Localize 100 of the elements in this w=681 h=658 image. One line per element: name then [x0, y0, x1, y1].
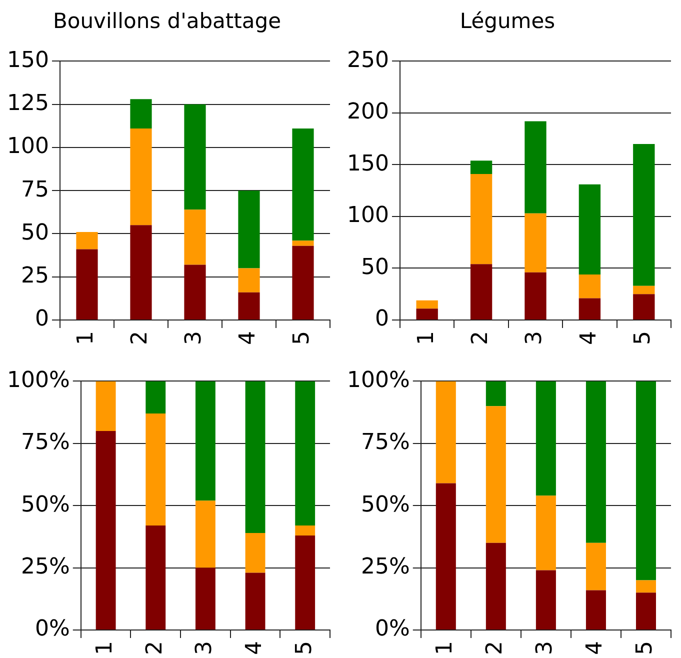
y-tick-label: 100% [346, 368, 410, 393]
bar [524, 121, 546, 214]
bar [586, 590, 606, 630]
bar [130, 128, 152, 226]
x-tick-label: 2 [128, 331, 153, 346]
x-tick-label: 3 [182, 331, 207, 346]
bar [245, 532, 266, 573]
x-tick-label: 4 [242, 641, 267, 656]
x-tick-label: 5 [292, 641, 317, 656]
bar [295, 535, 316, 630]
y-tick-label: 75% [360, 430, 410, 456]
bar [195, 568, 216, 630]
y-tick-label: 0% [34, 616, 70, 642]
y-tick-label: 125 [6, 91, 49, 116]
y-tick-label: 0 [34, 306, 49, 332]
bar [486, 381, 506, 406]
bar [238, 292, 260, 320]
bar [578, 298, 601, 320]
bar [486, 542, 506, 630]
bar [470, 264, 492, 320]
x-tick-label: 3 [522, 331, 548, 346]
bar [586, 542, 606, 590]
bar [292, 246, 314, 320]
bar [578, 184, 601, 274]
chart-title: Légumes [460, 9, 556, 34]
x-tick-label: 5 [632, 641, 658, 656]
y-tick-label: 100 [6, 134, 49, 160]
chart-title: Bouvillons d'abattage [52, 9, 282, 34]
x-tick-label: 4 [582, 641, 608, 656]
bar [536, 570, 556, 630]
bar [76, 249, 98, 320]
x-tick-label: 1 [414, 331, 439, 346]
bar [245, 572, 266, 630]
x-tick-label: 3 [532, 641, 558, 656]
bar [184, 210, 206, 265]
y-tick-label: 25 [20, 264, 49, 289]
y-tick-label: 50% [20, 492, 70, 518]
y-tick-label: 200 [346, 100, 389, 125]
bar [184, 264, 206, 320]
bar [292, 128, 314, 241]
y-tick-label: 0 [374, 306, 389, 332]
y-tick-label: 150 [346, 151, 389, 176]
bar [636, 381, 656, 580]
bar [436, 483, 456, 630]
y-tick-label: 0% [374, 616, 410, 642]
y-tick-label: 75 [20, 177, 49, 202]
bar [130, 99, 152, 128]
bar [636, 592, 656, 630]
bar [146, 414, 166, 526]
x-tick-label: 5 [630, 331, 656, 346]
bar [586, 381, 606, 543]
bar [416, 308, 438, 320]
y-tick-label: 25% [360, 554, 410, 580]
bar [536, 496, 556, 570]
bar [536, 381, 556, 496]
x-tick-label: 2 [482, 641, 508, 656]
bar [96, 430, 116, 630]
y-tick-label: 25% [20, 554, 70, 580]
bar [633, 286, 655, 294]
bar [238, 268, 260, 292]
y-tick-label: 150 [6, 48, 49, 73]
y-tick-label: 50 [360, 254, 389, 280]
bar [292, 240, 314, 246]
bar [146, 381, 166, 414]
x-tick-label: 4 [576, 331, 602, 346]
bar [238, 190, 260, 268]
x-tick-label: 1 [92, 641, 118, 656]
y-tick-label: 50 [20, 220, 49, 246]
bar [195, 500, 216, 568]
bar [130, 225, 152, 320]
bar [633, 144, 655, 286]
bar [470, 174, 492, 264]
bar [524, 213, 546, 272]
bar [486, 406, 506, 543]
bar [470, 160, 492, 174]
bar [76, 232, 98, 250]
bar [96, 381, 116, 431]
bar [633, 294, 655, 320]
y-tick-label: 100% [6, 368, 70, 393]
x-tick-label: 1 [74, 331, 99, 346]
y-tick-label: 75% [20, 430, 70, 456]
y-tick-label: 250 [346, 48, 389, 73]
y-tick-label: 50% [360, 492, 410, 518]
y-tick-label: 100 [346, 203, 389, 228]
bar [524, 272, 546, 320]
bar [195, 381, 216, 501]
x-tick-label: 4 [236, 331, 261, 346]
x-tick-label: 1 [432, 641, 458, 656]
x-tick-label: 3 [192, 641, 218, 656]
bar [436, 381, 456, 484]
bar [245, 381, 266, 533]
x-tick-label: 2 [468, 331, 494, 346]
bar [416, 300, 438, 309]
bar [578, 274, 601, 298]
x-tick-label: 2 [142, 641, 168, 656]
bar [184, 104, 206, 210]
bar [295, 526, 316, 536]
bar [295, 381, 316, 526]
bar [146, 526, 166, 630]
bar [636, 580, 656, 593]
